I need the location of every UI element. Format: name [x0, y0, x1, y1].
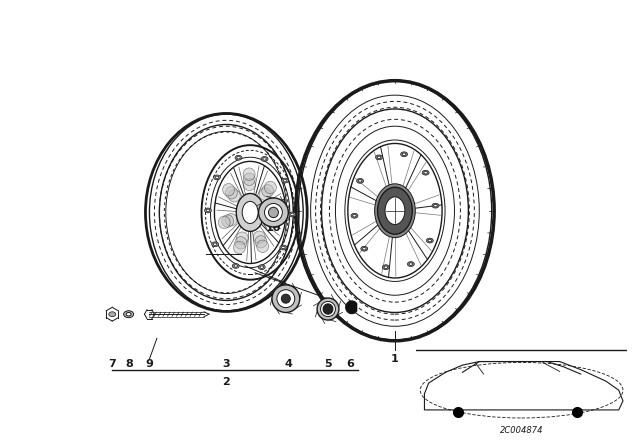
Ellipse shape: [235, 237, 247, 249]
Text: 5: 5: [324, 359, 332, 369]
Ellipse shape: [223, 184, 234, 196]
Circle shape: [353, 215, 356, 217]
Ellipse shape: [277, 290, 295, 308]
Circle shape: [409, 263, 413, 265]
Circle shape: [126, 313, 131, 316]
Text: 2C004874: 2C004874: [500, 426, 543, 435]
Circle shape: [213, 175, 220, 180]
Ellipse shape: [264, 211, 275, 224]
Text: 7: 7: [108, 359, 116, 369]
Circle shape: [351, 213, 358, 218]
Circle shape: [263, 158, 266, 160]
Circle shape: [289, 212, 296, 217]
Circle shape: [234, 265, 237, 267]
Ellipse shape: [385, 197, 405, 224]
Ellipse shape: [228, 190, 240, 202]
Ellipse shape: [271, 213, 282, 226]
Circle shape: [280, 245, 287, 250]
Ellipse shape: [236, 232, 248, 245]
Text: 1: 1: [391, 354, 399, 364]
Ellipse shape: [243, 168, 255, 181]
Ellipse shape: [253, 231, 265, 243]
Circle shape: [422, 170, 429, 175]
Ellipse shape: [264, 181, 276, 194]
Text: 10: 10: [266, 223, 281, 233]
Ellipse shape: [259, 188, 271, 200]
Circle shape: [282, 178, 289, 183]
Circle shape: [291, 213, 294, 215]
Circle shape: [215, 176, 219, 179]
Ellipse shape: [221, 215, 234, 227]
Ellipse shape: [262, 185, 274, 197]
Ellipse shape: [378, 187, 412, 234]
Ellipse shape: [243, 173, 255, 185]
Text: 4: 4: [284, 359, 292, 369]
Text: 8: 8: [125, 359, 134, 369]
Circle shape: [212, 242, 219, 247]
Circle shape: [237, 156, 240, 159]
Ellipse shape: [264, 203, 282, 221]
Circle shape: [361, 246, 368, 251]
Ellipse shape: [234, 241, 245, 254]
Text: 2: 2: [223, 377, 230, 387]
Circle shape: [382, 265, 389, 270]
Circle shape: [408, 262, 414, 267]
Ellipse shape: [243, 178, 255, 190]
Ellipse shape: [257, 240, 269, 253]
Ellipse shape: [323, 304, 333, 314]
Circle shape: [109, 312, 116, 317]
Circle shape: [358, 180, 362, 182]
Circle shape: [261, 156, 268, 161]
Circle shape: [378, 156, 381, 159]
Circle shape: [434, 204, 437, 207]
Ellipse shape: [242, 202, 258, 224]
Circle shape: [426, 238, 433, 243]
Ellipse shape: [218, 216, 230, 228]
Ellipse shape: [272, 285, 300, 313]
Ellipse shape: [225, 214, 237, 226]
Circle shape: [401, 152, 408, 157]
Circle shape: [356, 178, 364, 183]
Circle shape: [206, 209, 210, 211]
Text: 6: 6: [346, 359, 355, 369]
Circle shape: [362, 248, 366, 250]
Circle shape: [259, 265, 265, 270]
Ellipse shape: [374, 184, 415, 237]
Ellipse shape: [225, 186, 237, 199]
Ellipse shape: [269, 207, 278, 218]
Circle shape: [424, 172, 428, 174]
Circle shape: [205, 208, 211, 213]
Circle shape: [428, 239, 431, 242]
Ellipse shape: [255, 236, 267, 248]
Circle shape: [213, 243, 217, 246]
Ellipse shape: [236, 194, 264, 232]
Ellipse shape: [259, 198, 288, 227]
Text: 9: 9: [145, 359, 154, 369]
Text: 3: 3: [223, 359, 230, 369]
Circle shape: [284, 179, 287, 182]
Ellipse shape: [282, 294, 291, 303]
Circle shape: [235, 155, 242, 160]
Ellipse shape: [267, 212, 279, 225]
Circle shape: [282, 246, 285, 249]
Circle shape: [432, 203, 439, 208]
Circle shape: [384, 266, 388, 268]
Ellipse shape: [321, 302, 335, 317]
Circle shape: [376, 155, 383, 160]
Circle shape: [260, 266, 264, 268]
Ellipse shape: [317, 298, 339, 320]
Circle shape: [232, 263, 239, 268]
Polygon shape: [346, 301, 356, 314]
Circle shape: [403, 153, 406, 155]
Circle shape: [124, 311, 134, 318]
